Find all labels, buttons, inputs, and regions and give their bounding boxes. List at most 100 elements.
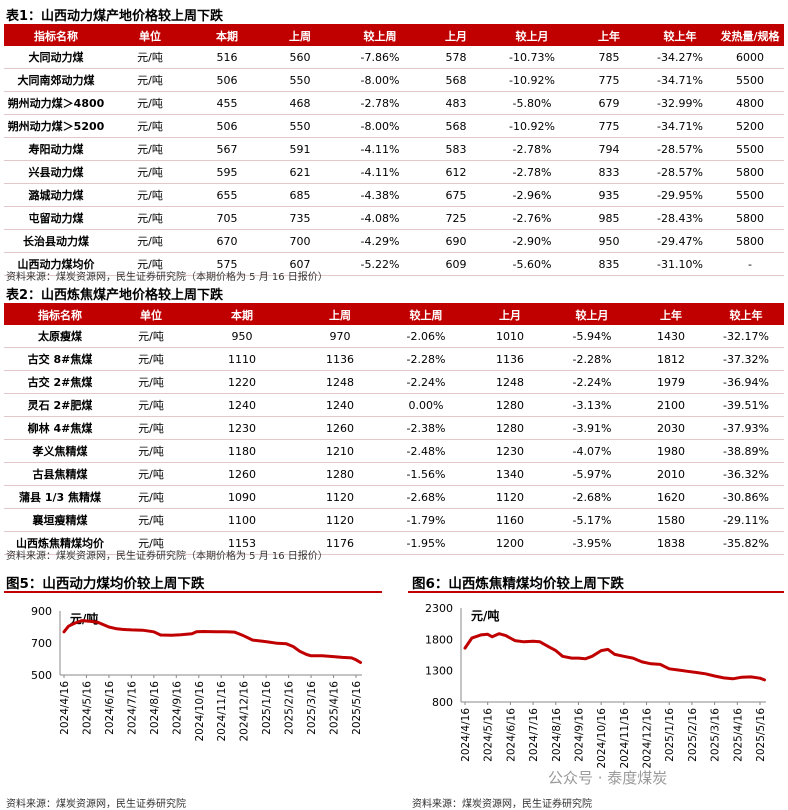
table-cell: 794: [574, 137, 644, 161]
table-cell: 1120: [298, 508, 382, 532]
table-cell: 元/吨: [108, 229, 192, 253]
fig6-x-tick-label: 2024/9/16: [573, 708, 585, 762]
table-cell: 735: [262, 206, 338, 230]
table-cell: 1340: [470, 462, 550, 486]
table-row: 古交 2#焦煤 元/吨 1220 1248 -2.24% 1248 -2.24% 1979 -3…: [4, 370, 784, 394]
table-cell: -10.73%: [490, 46, 574, 69]
table1: 指标名称 单位 本期 上周 较上周 上月 较上月 上年 较上年 发热量/规格 大同动力煤 元/吨 51…: [4, 25, 784, 276]
table-cell: 1812: [634, 347, 708, 371]
table-cell: -7.86%: [338, 46, 422, 69]
table-row: 襄垣瘦精煤 元/吨 1100 1120 -1.79% 1160 -5.17% 1580 -29.…: [4, 508, 784, 532]
table-row: 山西炼焦精煤均价 元/吨 1153 1176 -1.95% 1200 -3.95% 1838-…: [4, 531, 784, 555]
fig5-rule: [4, 591, 382, 593]
table-cell: 690: [422, 229, 490, 253]
table-cell: -2.76%: [490, 206, 574, 230]
table-row: 潞城动力煤 元/吨 655 685 -4.38% 675 -2.96% 935 -29.95% 5…: [4, 183, 784, 207]
fig6-x-tick-label: 2024/8/16: [551, 708, 563, 762]
table-cell: 2030: [634, 416, 708, 440]
row-label: 兴县动力煤: [4, 160, 108, 184]
table-cell: 元/吨: [108, 91, 192, 115]
table-cell: 元/吨: [116, 462, 186, 486]
table-row: 屯留动力煤 元/吨 705 735 -4.08% 725 -2.76% 985 -28.43% 5…: [4, 206, 784, 230]
fig5-y-tick-label: 700: [31, 637, 52, 650]
table2-header-cell: 上月: [470, 304, 550, 325]
table-cell: 元/吨: [116, 508, 186, 532]
fig5-y-tick-label: 500: [31, 669, 52, 682]
table-cell: 元/吨: [116, 370, 186, 394]
table-cell: -36.94%: [708, 370, 784, 394]
table-cell: 5800: [716, 229, 784, 253]
fig6-unit-label: 元/吨: [471, 608, 499, 623]
table-row: 柳林 4#焦煤 元/吨 1230 1260 -2.38% 1280 -3.91% 2030 -3…: [4, 416, 784, 440]
table-row: 兴县动力煤 元/吨 595 621 -4.11% 612 -2.78% 833 -28.57% 5…: [4, 160, 784, 184]
table-cell: -34.71%: [644, 114, 716, 138]
table-cell: 700: [262, 229, 338, 253]
watermark: 公众号 · 泰度煤炭: [548, 769, 668, 787]
table-row: 大同动力煤 元/吨 516 560 -7.86% 578 -10.73% 785 -34.27%…: [4, 46, 784, 69]
table-cell: -2.78%: [490, 160, 574, 184]
fig5-source: 资料来源：煤炭资源网，民生证券研究院: [6, 799, 186, 810]
table-cell: 578: [422, 46, 490, 69]
table-cell: 1120: [298, 485, 382, 509]
fig5-x-tick-label: 2025/3/16: [306, 681, 318, 735]
table-cell: 612: [422, 160, 490, 184]
table-cell: 705: [192, 206, 262, 230]
table-row: 山西动力煤均价 元/吨 575 607 -5.22% 609 -5.60% 835 -31.10…: [4, 252, 784, 276]
table-cell: 621: [262, 160, 338, 184]
table-cell: 6000: [716, 46, 784, 69]
table-cell: -2.24%: [382, 370, 470, 394]
table-cell: -34.71%: [644, 68, 716, 92]
fig6-x-tick-label: 2025/1/16: [664, 708, 676, 762]
fig5-series-line: [62, 619, 362, 664]
table-cell: 685: [262, 183, 338, 207]
table-cell: -28.43%: [644, 206, 716, 230]
table-cell: 1220: [186, 370, 298, 394]
table-cell: 1210: [298, 439, 382, 463]
row-label: 长治县动力煤: [4, 229, 108, 253]
table-cell: -5.17%: [550, 508, 634, 532]
table-cell: 元/吨: [116, 416, 186, 440]
table-cell: -35.82%: [708, 531, 784, 555]
fig6-y-tick-label: 1300: [425, 665, 453, 678]
fig5-x-tick-label: 2025/4/16: [329, 681, 341, 735]
table-cell: -4.29%: [338, 229, 422, 253]
table-cell: 468: [262, 91, 338, 115]
table-cell: 1838: [634, 531, 708, 555]
table-cell: 591: [262, 137, 338, 161]
table2-header-cell: 上周: [298, 304, 382, 325]
table-cell: 670: [192, 229, 262, 253]
table-cell: 元/吨: [108, 206, 192, 230]
table-cell: 1240: [186, 393, 298, 417]
table-cell: -5.22%: [338, 252, 422, 276]
table-cell: 1280: [470, 416, 550, 440]
table-cell: 675: [422, 183, 490, 207]
table-row: 蒲县 1/3 焦精煤 元/吨 1090 1120 -2.68% 1120 -2.68% 162…: [4, 485, 784, 509]
fig6-title: 图6：山西炼焦精煤均价较上周下跌: [412, 576, 624, 592]
table-cell: -2.38%: [382, 416, 470, 440]
table-cell: 567: [192, 137, 262, 161]
fig6-x-tick-label: 2024/5/16: [483, 708, 495, 762]
table-cell: -32.17%: [708, 325, 784, 348]
table-cell: -5.94%: [550, 325, 634, 348]
fig5-x-tick-label: 2024/6/16: [104, 681, 116, 735]
fig5-x-tick-label: 2024/5/16: [81, 681, 93, 735]
table-cell: -30.86%: [708, 485, 784, 509]
fig5-x-tick-label: 2024/7/16: [126, 681, 138, 735]
table-row: 古交 8#焦煤 元/吨 1110 1136 -2.28% 1136 -2.28% 1812 -3…: [4, 347, 784, 371]
fig6-x-tick-label: 2025/4/16: [732, 708, 744, 762]
fig6-chart: 2300 1800 1300 800 元/吨 2024/4/16 2024/5/16 2024…: [425, 602, 767, 769]
table1-title: 表1：山西动力煤产地价格较上周下跌: [6, 9, 224, 24]
table-cell: 560: [262, 46, 338, 69]
table1-header-cell: 上月: [422, 25, 490, 46]
table-cell: 2100: [634, 393, 708, 417]
table-cell: 元/吨: [108, 137, 192, 161]
row-label: 朔州动力煤＞5200: [4, 114, 108, 138]
row-label: 襄垣瘦精煤: [4, 508, 116, 532]
table-cell: -28.57%: [644, 160, 716, 184]
table-row: 孝义焦精煤 元/吨 1180 1210 -2.48% 1230 -4.07% 1980 -38.…: [4, 439, 784, 463]
table-cell: -2.48%: [382, 439, 470, 463]
table-cell: -8.00%: [338, 114, 422, 138]
row-label: 大同南郊动力煤: [4, 68, 108, 92]
table2-header-cell: 较上月: [550, 304, 634, 325]
table-cell: 506: [192, 68, 262, 92]
